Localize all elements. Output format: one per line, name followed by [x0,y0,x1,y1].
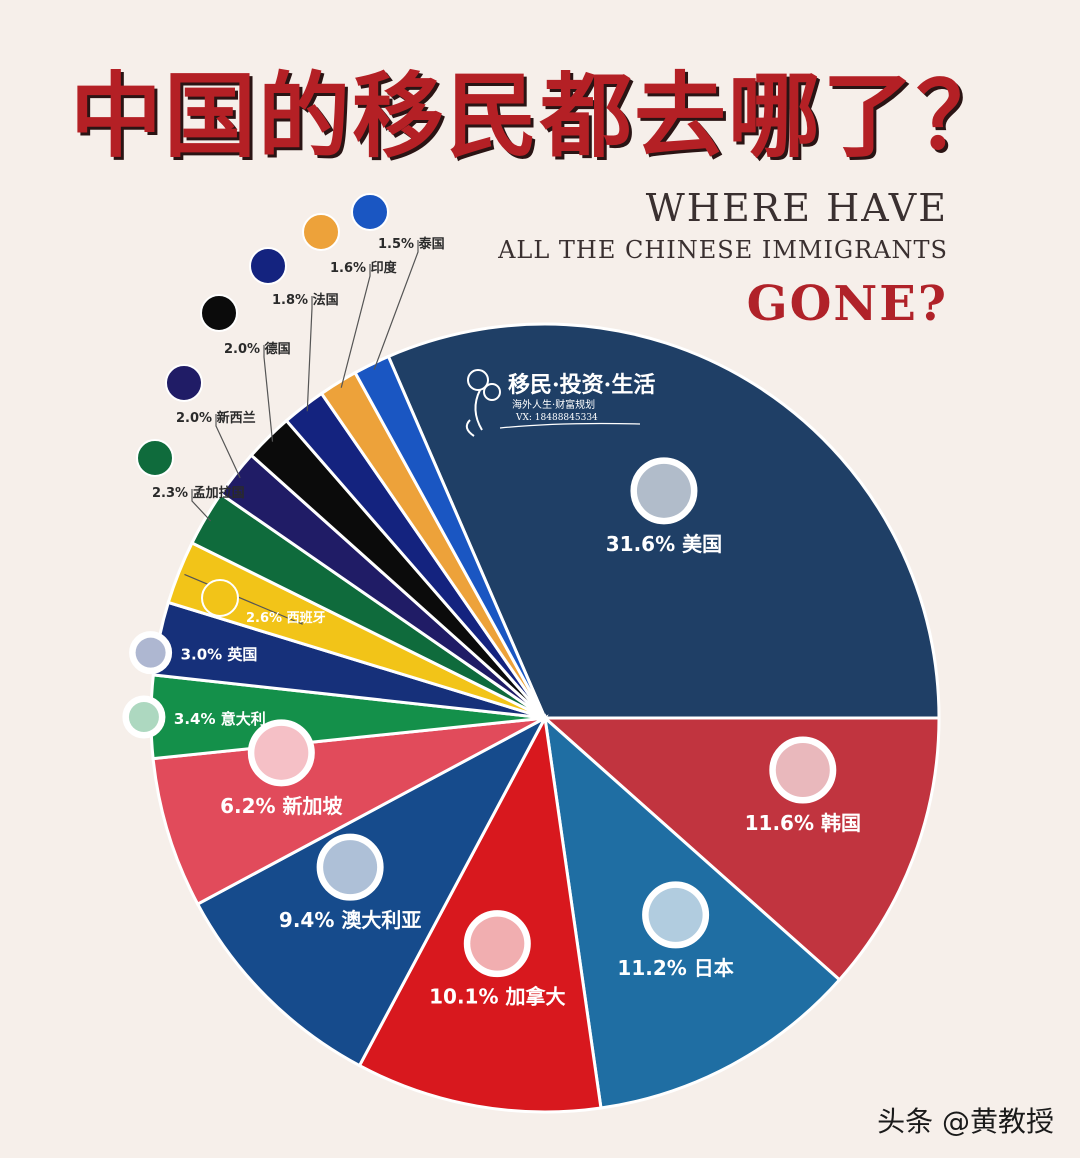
subtitle-line-1: WHERE HAVE [645,186,948,230]
logo-contact: VX: 18488845334 [515,413,598,423]
leader-lines [184,240,419,625]
thailand-flag-icon [351,193,389,231]
watermark: 头条 @黄教授 [877,1105,1054,1138]
germany-flag-icon [200,294,238,332]
slice-label-澳大利亚: 9.4% 澳大利亚 [279,908,421,932]
singapore-flag-icon [247,719,315,787]
slice-label-意大利: 3.4% 意大利 [174,710,266,728]
pie-slice-韩国 [541,716,941,982]
italy-flag-icon [122,695,166,739]
slice-label-孟加拉国: 2.3% 孟加拉国 [152,485,245,501]
pie-slice-泰国 [353,354,547,719]
logo: 移民·投资·生活 海外人生·财富规划 VX: 18488845334 [465,369,655,437]
france-flag-icon [249,247,287,285]
slice-label-韩国: 11.6% 韩国 [745,811,861,835]
canada-flag-icon [463,910,531,978]
bangladesh-flag-icon [136,439,174,477]
slice-label-法国: 1.8% 法国 [272,292,339,308]
japan-flag-icon [642,881,710,949]
logo-flower-icon [465,369,501,437]
logo-name: 移民·投资·生活 [508,372,655,398]
page-title: 中国的移民都去哪了？ [69,63,1010,170]
slice-label-新西兰: 2.0% 新西兰 [176,410,256,426]
slice-label-新加坡: 6.2% 新加坡 [220,794,343,818]
slice-labels: 31.6% 美国 11.6% 韩国 11.2% 日本 10.1% 加拿大 9.4% 澳大… [122,193,861,1009]
leader-line-德国 [263,345,274,442]
leader-line-法国 [306,296,313,412]
australia-flag-icon [316,833,384,901]
uk-flag-icon [129,631,173,675]
slice-label-西班牙: 2.6% 西班牙 [246,610,326,626]
korea-flag-icon [769,736,837,804]
subtitle-line-2: ALL THE CHINESE IMMIGRANTS [498,236,948,264]
newzealand-flag-icon [165,364,203,402]
spain-flag-icon [201,579,239,617]
slice-label-英国: 3.0% 英国 [181,646,258,664]
india-flag-icon [302,213,340,251]
slice-label-泰国: 1.5% 泰国 [378,236,445,252]
logo-underline [499,422,641,429]
slice-label-印度: 1.6% 印度 [330,260,398,276]
subtitle-line-3: GONE? [746,276,948,332]
leader-line-孟加拉国 [191,489,212,522]
logo-tagline: 海外人生·财富规划 [512,398,595,411]
slice-label-美国: 31.6% 美国 [606,532,722,556]
slice-label-加拿大: 10.1% 加拿大 [429,985,565,1009]
usa-flag-icon [630,457,698,525]
leader-line-印度 [340,264,371,388]
slice-label-德国: 2.0% 德国 [224,341,291,357]
slice-label-日本: 11.2% 日本 [617,956,733,980]
leader-line-新西兰 [215,414,241,479]
leader-line-泰国 [373,240,419,370]
